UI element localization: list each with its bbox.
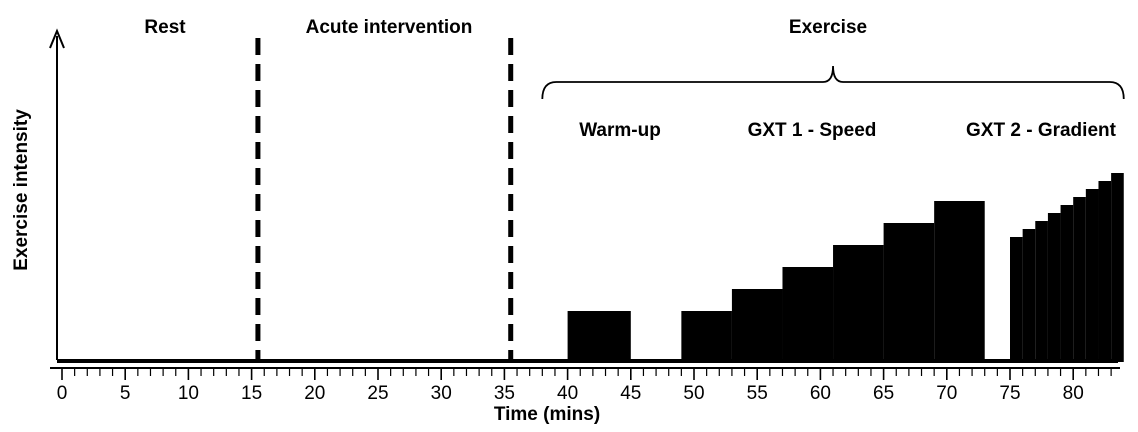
x-tick-label: 50 (683, 383, 704, 404)
x-tick-label: 45 (620, 383, 641, 404)
gxt2-step (1035, 221, 1048, 362)
phase-label-warm-up: Warm-up (579, 120, 661, 141)
gxt2-step (1085, 189, 1099, 362)
gxt1-step (681, 311, 732, 362)
gxt1-step (731, 289, 783, 362)
x-tick-label: 10 (178, 383, 199, 404)
x-tick-label: 70 (936, 383, 957, 404)
gxt2-step (1111, 173, 1124, 362)
x-tick-label: 60 (810, 383, 831, 404)
y-axis-title: Exercise intensity (11, 109, 32, 271)
x-tick-label: 0 (57, 383, 68, 404)
gxt2-step (1047, 213, 1061, 362)
gxt2-step (1060, 205, 1074, 362)
gxt1-step (934, 201, 985, 362)
gxt2-step (1098, 181, 1112, 362)
x-tick-label: 30 (431, 383, 452, 404)
gxt1-step (883, 223, 935, 362)
x-tick-label: 65 (873, 383, 894, 404)
phase-label-rest: Rest (144, 17, 186, 38)
gxt1-step (833, 245, 884, 362)
gxt2-step (1073, 197, 1086, 362)
phase-dividers (255, 38, 514, 360)
phase-label-gxt1: GXT 1 - Speed (748, 120, 877, 141)
x-tick-label: 25 (367, 383, 388, 404)
x-tick-label: 5 (120, 383, 131, 404)
exercise-brace (541, 65, 1125, 100)
gxt1-step (782, 267, 834, 362)
x-axis-minor-ticks (61, 368, 1112, 380)
x-tick-label: 55 (747, 383, 768, 404)
gxt2-step (1010, 237, 1023, 362)
x-axis-title: Time (mins) (494, 404, 600, 425)
phase-label-gxt2: GXT 2 - Gradient (966, 120, 1117, 141)
y-axis-arrowhead (49, 28, 65, 49)
x-tick-label: 15 (241, 383, 262, 404)
x-tick-label: 75 (999, 383, 1020, 404)
x-tick-label: 35 (494, 383, 515, 404)
x-tick-label: 80 (1063, 383, 1084, 404)
x-tick-label: 40 (557, 383, 578, 404)
x-axis-tick-labels: 0 5 10 15 20 25 30 35 40 45 50 55 60 65 70 75 80 (57, 383, 1084, 404)
x-tick-label: 20 (304, 383, 325, 404)
phase-label-acute-intervention: Acute intervention (306, 17, 473, 38)
intensity-blocks (567, 173, 1124, 362)
warm-up-block (567, 311, 631, 362)
phase-label-exercise: Exercise (789, 17, 867, 38)
gxt2-step (1022, 229, 1036, 362)
